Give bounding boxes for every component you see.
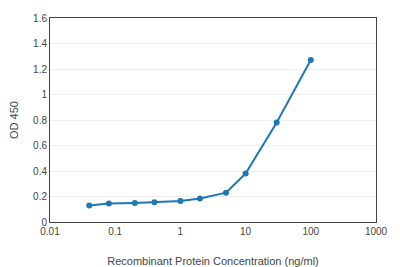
svg-text:0.4: 0.4 <box>33 166 47 177</box>
svg-text:0.6: 0.6 <box>33 140 47 151</box>
svg-text:0.01: 0.01 <box>40 226 60 237</box>
svg-text:OD 450: OD 450 <box>8 101 20 139</box>
svg-text:1: 1 <box>178 226 184 237</box>
svg-text:1000: 1000 <box>365 226 388 237</box>
svg-text:1: 1 <box>41 89 47 100</box>
svg-text:0: 0 <box>41 217 47 228</box>
svg-text:Recombinant Protein Concentrat: Recombinant Protein Concentration (ng/ml… <box>107 255 319 267</box>
svg-text:100: 100 <box>302 226 319 237</box>
svg-text:0.1: 0.1 <box>108 226 122 237</box>
svg-text:0.8: 0.8 <box>33 115 47 126</box>
svg-text:1.2: 1.2 <box>33 64 47 75</box>
svg-text:10: 10 <box>240 226 252 237</box>
svg-text:0.2: 0.2 <box>33 191 47 202</box>
svg-text:1.4: 1.4 <box>33 38 47 49</box>
svg-text:1.6: 1.6 <box>33 13 47 24</box>
